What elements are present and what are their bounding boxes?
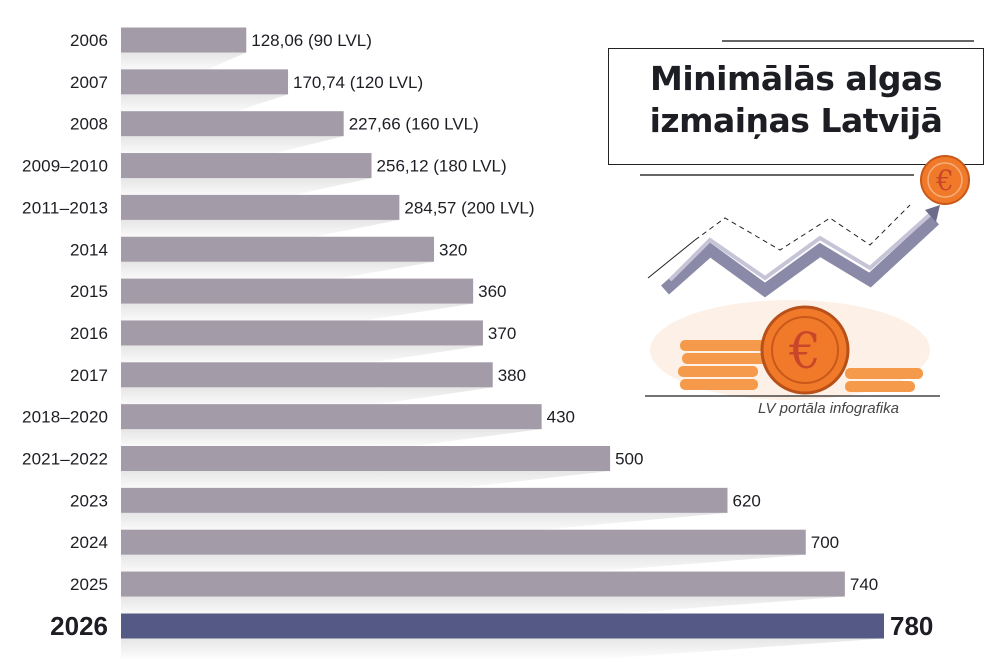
category-label: 2026 [50, 611, 108, 641]
data-label: 500 [615, 450, 643, 469]
data-label: 284,57 (200 LVL) [404, 198, 534, 217]
title-rule-top [722, 40, 974, 42]
data-label: 380 [498, 366, 526, 385]
bar-2015 [121, 278, 474, 304]
bar-shadow [121, 261, 435, 284]
title-line-2: izmaiņas Latvijā [649, 101, 943, 140]
data-label: 320 [439, 240, 467, 259]
bar-2008 [121, 111, 344, 137]
bar-2016 [121, 320, 483, 346]
category-label: 2011–2013 [22, 198, 108, 217]
bar-shadow [121, 52, 247, 75]
bar-shadow [121, 596, 845, 619]
bar-shadow [121, 471, 611, 493]
data-label: 227,66 (160 LVL) [349, 115, 479, 134]
credit-text: LV portāla infografika [758, 400, 899, 417]
bar-2009–2010 [121, 153, 372, 179]
category-label: 2025 [70, 575, 108, 594]
title-rule-bottom [640, 174, 914, 176]
bar-2007 [121, 69, 289, 95]
svg-text:€: € [935, 164, 954, 197]
bar-shadow [121, 512, 728, 535]
category-label: 2006 [70, 31, 108, 50]
bar-shadow [121, 94, 289, 117]
bar-2023 [121, 487, 728, 513]
data-label: 430 [547, 408, 575, 427]
bar-2024 [121, 529, 806, 555]
bar-shadow [121, 136, 344, 159]
bar-shadow [121, 429, 542, 452]
bar-2021–2022 [121, 446, 611, 471]
bar-2025 [121, 571, 845, 597]
bar-shadow [121, 345, 483, 368]
chart-title: Minimālās algas izmaiņas Latvijā [608, 58, 984, 142]
title-box [608, 48, 984, 165]
data-label: 620 [732, 491, 760, 510]
bar-shadow [121, 554, 806, 577]
title-line-1: Minimālās algas [650, 59, 942, 98]
bar-shadow [121, 178, 372, 201]
data-label: 170,74 (120 LVL) [293, 73, 423, 92]
coin-stack-icon: € [645, 305, 940, 397]
category-label: 2009–2010 [22, 157, 108, 176]
bar-2014 [121, 236, 435, 262]
category-label: 2023 [70, 491, 108, 510]
category-label: 2021–2022 [22, 450, 108, 469]
data-label: 360 [478, 282, 506, 301]
data-label: 780 [890, 611, 933, 641]
category-label: 2008 [70, 115, 108, 134]
bar-2011–2013 [121, 194, 400, 220]
bar-2018–2020 [121, 404, 542, 430]
category-label: 2024 [70, 533, 108, 552]
category-label: 2017 [70, 366, 108, 385]
bar-2017 [121, 362, 493, 388]
category-label: 2018–2020 [22, 408, 108, 427]
bar-shadow [121, 638, 884, 661]
category-label: 2016 [70, 324, 108, 343]
data-label: 370 [488, 324, 516, 343]
illustration: € € [645, 155, 970, 400]
bar-2006 [121, 27, 247, 53]
category-label: 2007 [70, 73, 108, 92]
category-label: 2014 [70, 240, 108, 259]
euro-coin-icon: € [920, 155, 970, 205]
data-label: 256,12 (180 LVL) [377, 157, 507, 176]
data-label: 700 [811, 533, 839, 552]
data-label: 128,06 (90 LVL) [251, 31, 372, 50]
category-label: 2015 [70, 282, 108, 301]
bar-shadow [121, 219, 400, 242]
bar-shadow [121, 387, 493, 410]
bar-2026 [121, 613, 884, 639]
svg-text:€: € [788, 322, 821, 380]
data-label: 740 [850, 575, 878, 594]
trend-arrow-icon [647, 204, 940, 298]
bar-shadow [121, 303, 474, 326]
